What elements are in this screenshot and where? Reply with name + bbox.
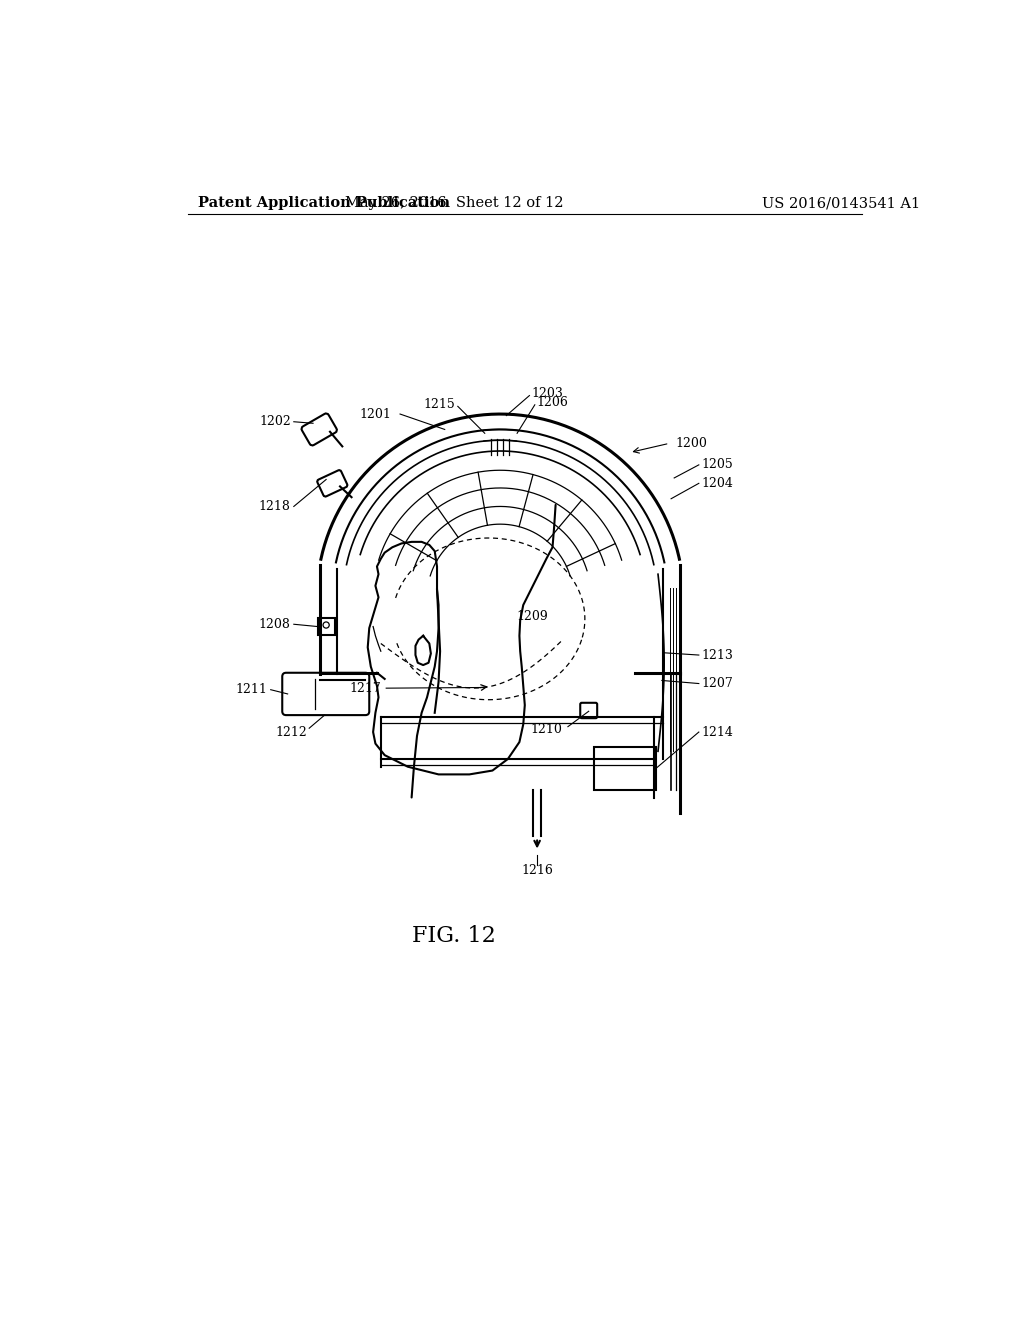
Text: 1209: 1209 [517, 610, 549, 623]
Text: 1208: 1208 [259, 618, 291, 631]
Text: US 2016/0143541 A1: US 2016/0143541 A1 [762, 197, 921, 210]
Text: 1216: 1216 [521, 865, 553, 878]
Text: 1200: 1200 [676, 437, 708, 450]
Text: 1211: 1211 [236, 684, 267, 696]
Text: FIG. 12: FIG. 12 [412, 925, 496, 948]
Text: 1203: 1203 [531, 387, 563, 400]
Text: 1210: 1210 [530, 723, 562, 737]
Text: 1207: 1207 [701, 677, 733, 690]
Text: 1218: 1218 [259, 500, 291, 513]
Text: 1202: 1202 [259, 416, 291, 428]
Text: 1201: 1201 [359, 408, 391, 421]
Bar [594, 747, 655, 789]
Text: 1213: 1213 [701, 648, 734, 661]
Text: 1212: 1212 [275, 726, 307, 739]
Text: Patent Application Publication: Patent Application Publication [199, 197, 451, 210]
Text: May 26, 2016  Sheet 12 of 12: May 26, 2016 Sheet 12 of 12 [345, 197, 563, 210]
Text: 1215: 1215 [424, 399, 456, 412]
Text: 1217: 1217 [349, 681, 381, 694]
Text: 1205: 1205 [701, 458, 733, 471]
Text: 1204: 1204 [701, 477, 734, 490]
Text: 1214: 1214 [701, 726, 734, 739]
Bar [317, 618, 335, 635]
Text: 1206: 1206 [537, 396, 568, 409]
